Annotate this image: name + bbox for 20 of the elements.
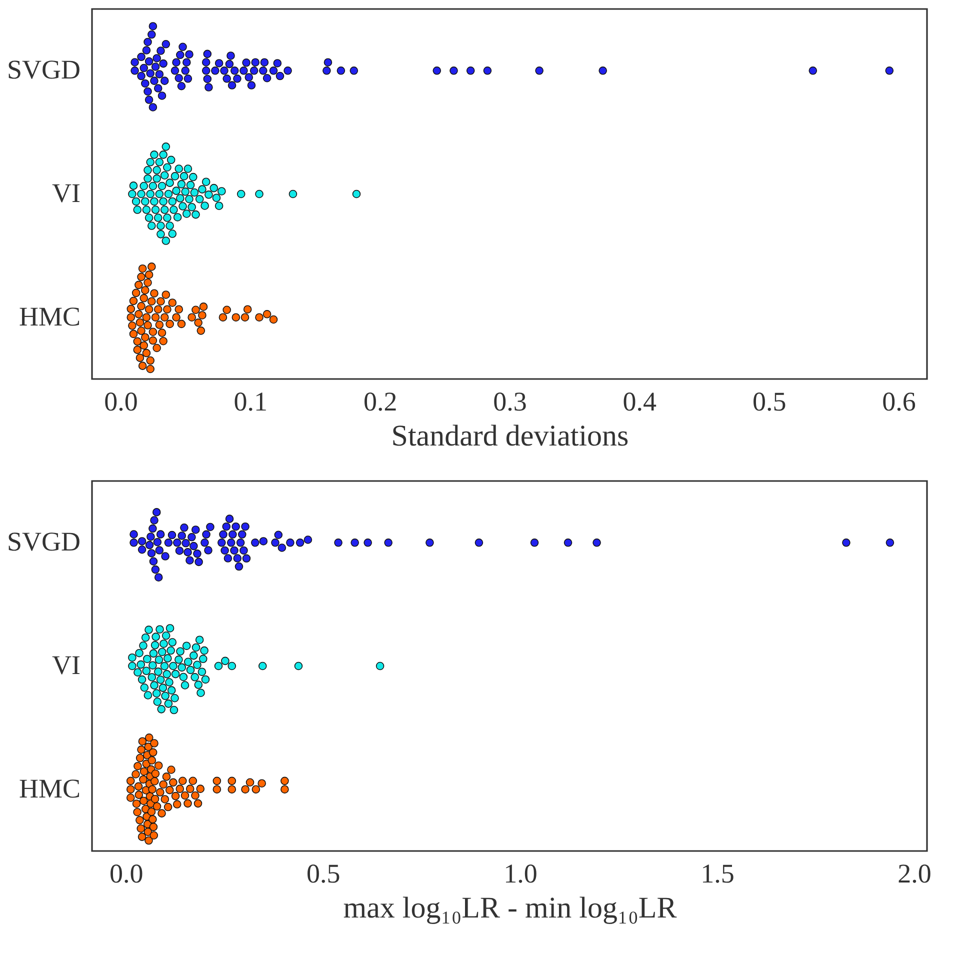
x-tick-label: 0.5: [752, 386, 786, 416]
x-tick-label: 0.0: [110, 858, 144, 888]
x-tick-label: 1.5: [700, 858, 734, 888]
x-tick-label: 0.3: [493, 386, 527, 416]
x-axis-title: Standard deviations: [391, 420, 629, 452]
y-tick-label: VI: [52, 178, 80, 208]
y-tick-label: SVGD: [6, 54, 80, 85]
x-tick-label: 2.0: [898, 858, 932, 888]
x-tick-label: 0.4: [622, 386, 658, 416]
x-tick-label: 1.0: [504, 858, 538, 888]
x-tick-label: 0.2: [363, 386, 398, 416]
x-axis-title: max log₁₀LR - min log₁₀LR: [343, 892, 677, 924]
x-tick-label: 0.6: [882, 386, 916, 416]
y-tick-label: HMC: [18, 301, 80, 332]
y-tick-label: SVGD: [6, 526, 80, 557]
x-tick-label: 0.0: [104, 386, 138, 416]
x-tick-label: 0.1: [234, 386, 268, 416]
x-tick-label: 0.5: [306, 858, 340, 888]
y-tick-label: HMC: [18, 773, 80, 804]
y-tick-label: VI: [52, 650, 80, 680]
